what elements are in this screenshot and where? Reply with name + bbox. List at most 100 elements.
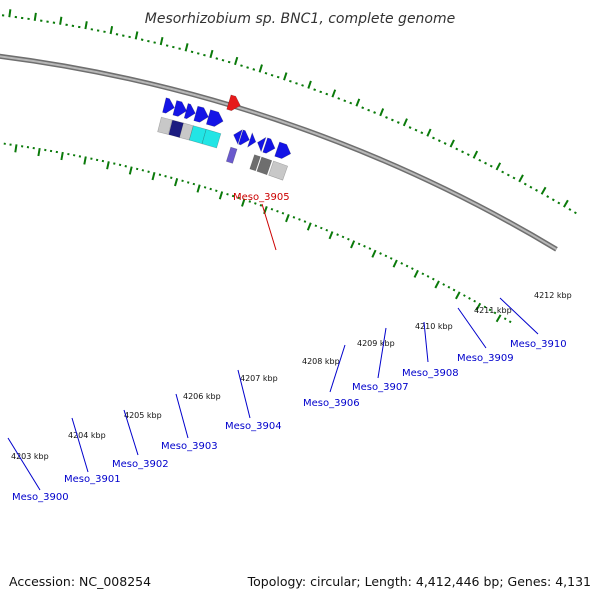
tick-mark [368,247,372,250]
tick-mark [341,235,345,239]
tick-mark [523,182,527,186]
gene-label-meso-3910: Meso_3910 [510,339,567,350]
tick-mark [373,111,377,114]
gene-arrow [249,154,261,172]
tick-mark [420,131,424,135]
tick-mark [151,172,156,181]
tick-mark [124,165,127,168]
tick-mark [431,277,435,281]
tick-mark [336,233,339,236]
tick-mark [83,156,87,165]
tick-mark [298,218,301,221]
label-leaders [7,203,539,491]
tick-mark [37,147,41,157]
tick-mark [408,126,412,129]
tick-mark [529,185,533,189]
tick-mark [389,257,393,260]
tick-mark [349,101,353,105]
tick-mark [501,170,505,174]
tick-mark [181,179,184,183]
gene-label-meso-3901: Meso_3901 [64,474,121,485]
tick-mark [449,139,455,148]
tick-mark [472,150,479,159]
gene-label-meso-3903: Meso_3903 [161,441,218,452]
tick-mark [568,208,572,211]
tick-mark [447,285,451,289]
tick-mark [170,176,173,179]
tick-mark [147,170,150,173]
tick-mark [128,166,133,175]
gene-arrow [257,136,267,153]
tick-mark [488,308,492,312]
tick-mark [518,174,524,183]
kbp-label: 4207 kbp [240,374,278,383]
tick-mark [240,64,243,67]
tick-mark [237,196,240,200]
tick-mark [347,237,350,241]
tick-mark [135,167,139,171]
tick-mark [512,176,516,180]
accession-text: Accession: NC_008254 [9,574,151,589]
tick-mark [473,299,476,303]
tick-mark [405,264,409,268]
tick-mark [196,184,201,193]
genome-backbone [0,53,558,252]
tick-mark [489,164,493,168]
label-leader-line [175,393,189,439]
tick-mark [328,231,334,240]
tick-mark [396,121,400,124]
tick-mark [466,153,470,156]
tick-mark [203,53,206,57]
tick-mark [390,118,394,122]
tick-mark [461,150,464,154]
tick-mark [426,128,432,137]
tick-mark [442,283,446,286]
tick-mark [248,200,252,203]
tick-mark [259,204,263,207]
tick-mark [392,259,398,268]
tick-mark [350,240,356,249]
label-leader-line [71,417,89,473]
tick-mark [270,73,274,77]
kbp-label: 4210 kbp [415,322,453,331]
gene-label-meso-3902: Meso_3902 [112,459,169,470]
tick-mark [285,214,290,223]
tick-mark [463,294,466,297]
tick-mark [402,118,408,127]
tick-mark [231,194,235,198]
tick-mark [215,57,219,60]
label-leader-line [457,307,487,349]
tick-mark [455,147,459,151]
gene-arrow [274,141,292,159]
tick-mark [141,169,145,172]
gene-arrow [162,97,175,114]
gene-arrow [157,116,173,135]
tick-mark [478,158,482,162]
tick-mark [400,262,404,265]
tick-mark [551,198,555,202]
tick-mark [190,50,194,54]
tick-mark [221,58,225,62]
tick-mark [546,195,550,199]
tick-mark [118,163,122,167]
tick-mark [434,280,440,289]
tick-mark [153,41,156,44]
tick-mark [246,66,249,69]
tick-mark [495,162,502,171]
tick-mark [227,60,231,64]
gene-features [157,94,292,181]
tick-mark [573,211,577,215]
tick-mark [493,311,497,315]
tick-mark [33,12,37,21]
tick-mark [437,139,441,143]
gene-arrow [247,132,257,148]
tick-mark [540,186,547,195]
tick-mark [254,202,257,205]
gene-arrow [268,160,289,181]
tick-mark [484,161,487,165]
tick-mark [165,44,169,47]
tick-mark [503,317,507,321]
label-leader-line [499,297,539,335]
tick-mark [218,191,224,200]
